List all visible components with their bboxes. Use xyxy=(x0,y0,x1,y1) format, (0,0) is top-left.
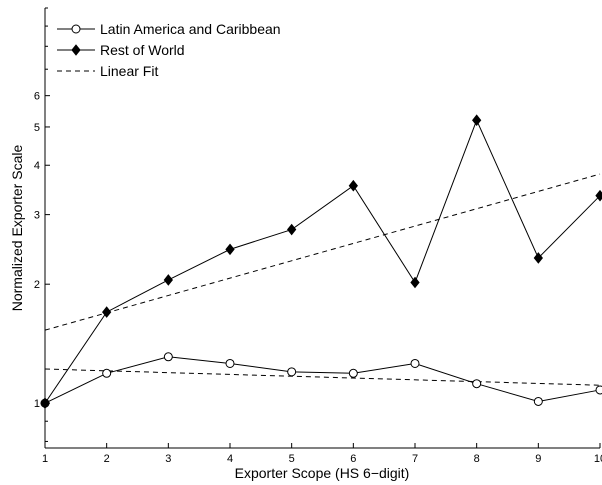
data-point-circle xyxy=(472,379,482,389)
linear-fit-line xyxy=(44,368,601,386)
data-point-diamond xyxy=(102,306,112,318)
x-tick-label: 8 xyxy=(474,453,480,465)
x-tick-label: 2 xyxy=(104,453,110,465)
y-tick-label: 2 xyxy=(34,279,40,291)
y-axis-label: Normalized Exporter Scale xyxy=(9,145,25,312)
data-point-diamond xyxy=(533,252,543,264)
data-point-circle xyxy=(102,368,112,378)
x-tick-label: 10 xyxy=(594,453,602,465)
linear-fit-line xyxy=(44,173,601,331)
legend: Latin America and Caribbean Rest of World… xyxy=(57,21,281,79)
legend-marker-circle xyxy=(71,24,81,34)
legend-label: Latin America and Caribbean xyxy=(100,21,281,37)
data-point-diamond xyxy=(472,114,482,127)
data-point-circle xyxy=(595,385,602,395)
data-point-diamond xyxy=(225,243,235,256)
y-tick-label: 4 xyxy=(34,160,40,172)
legend-label: Rest of World xyxy=(100,42,185,58)
data-point-diamond xyxy=(287,223,297,236)
legend-label: Linear Fit xyxy=(100,63,158,79)
series-layer xyxy=(40,114,602,409)
x-tick-label: 7 xyxy=(412,453,418,465)
data-point-circle xyxy=(287,367,297,377)
data-point-diamond xyxy=(348,179,358,192)
data-point-circle xyxy=(533,396,543,406)
data-point-circle xyxy=(163,352,173,362)
y-ticks: 1 2 3 4 5 6 xyxy=(34,7,50,442)
data-point-diamond xyxy=(410,276,420,289)
y-tick-label: 3 xyxy=(34,210,40,222)
data-point-circle xyxy=(225,358,235,368)
series-line xyxy=(44,118,601,404)
legend-marker-diamond xyxy=(71,44,81,56)
x-tick-label: 4 xyxy=(227,453,233,465)
y-tick-label: 1 xyxy=(34,398,40,410)
y-tick-label: 5 xyxy=(34,122,40,134)
series-line xyxy=(44,356,601,404)
data-point-diamond xyxy=(40,397,50,409)
data-point-circle xyxy=(348,368,358,378)
data-point-diamond xyxy=(163,274,173,286)
x-tick-label: 3 xyxy=(165,453,171,465)
axes-frame xyxy=(44,8,600,449)
x-tick-label: 1 xyxy=(42,453,48,465)
data-point-circle xyxy=(410,358,420,368)
x-tick-label: 6 xyxy=(350,453,356,465)
x-tick-label: 9 xyxy=(535,453,541,465)
x-ticks: 1 2 3 4 5 6 7 8 9 10 xyxy=(42,443,602,465)
x-axis-label: Exporter Scope (HS 6−digit) xyxy=(235,465,410,481)
y-tick-label: 6 xyxy=(34,91,40,103)
x-tick-label: 5 xyxy=(289,453,295,465)
data-point-diamond xyxy=(595,189,602,202)
fit-lines xyxy=(44,173,601,386)
